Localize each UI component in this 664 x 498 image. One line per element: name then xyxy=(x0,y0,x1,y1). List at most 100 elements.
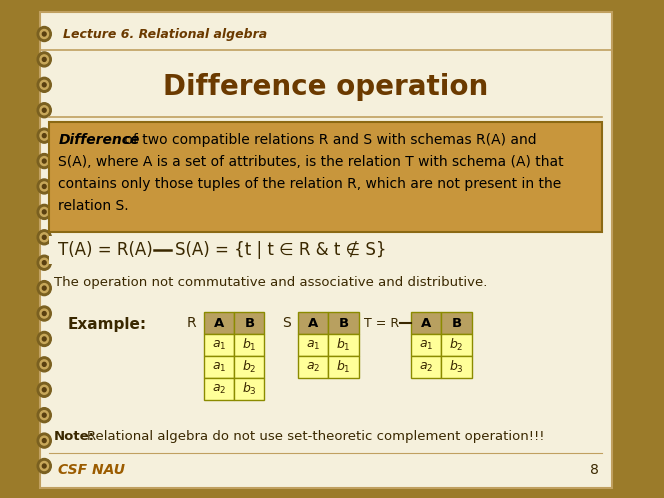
Circle shape xyxy=(42,439,46,443)
Circle shape xyxy=(42,83,46,87)
Text: S: S xyxy=(414,317,422,330)
Circle shape xyxy=(42,337,46,341)
Text: contains only those tuples of the relation R, which are not present in the: contains only those tuples of the relati… xyxy=(58,177,562,191)
Circle shape xyxy=(37,382,51,397)
Text: T = R: T = R xyxy=(365,317,399,330)
Bar xyxy=(411,334,442,356)
Text: A: A xyxy=(421,317,432,330)
Circle shape xyxy=(37,433,51,448)
Circle shape xyxy=(37,52,51,67)
Circle shape xyxy=(40,335,48,344)
Circle shape xyxy=(40,29,48,38)
Bar xyxy=(442,312,471,334)
Bar xyxy=(298,334,329,356)
Text: T(A) = R(A): T(A) = R(A) xyxy=(58,241,153,259)
Circle shape xyxy=(37,459,51,474)
Text: $a_1$: $a_1$ xyxy=(419,339,434,352)
Circle shape xyxy=(40,360,48,369)
Circle shape xyxy=(42,159,46,163)
Circle shape xyxy=(42,286,46,290)
Text: Difference: Difference xyxy=(58,133,139,147)
Text: $b_2$: $b_2$ xyxy=(449,337,463,353)
Circle shape xyxy=(42,261,46,265)
Circle shape xyxy=(37,128,51,143)
Text: $b_3$: $b_3$ xyxy=(242,381,257,397)
Text: S: S xyxy=(282,316,291,330)
Bar xyxy=(442,334,471,356)
Text: B: B xyxy=(244,317,254,330)
Circle shape xyxy=(37,77,51,92)
Bar xyxy=(329,312,359,334)
Text: B: B xyxy=(452,317,461,330)
Bar xyxy=(205,356,234,378)
Bar xyxy=(234,378,264,400)
Circle shape xyxy=(40,411,48,420)
Circle shape xyxy=(40,80,48,89)
Circle shape xyxy=(37,153,51,168)
Bar xyxy=(329,334,359,356)
Circle shape xyxy=(42,57,46,61)
Bar xyxy=(329,356,359,378)
Circle shape xyxy=(37,332,51,347)
Text: Lecture 6. Relational algebra: Lecture 6. Relational algebra xyxy=(63,27,267,40)
Circle shape xyxy=(37,280,51,296)
Bar xyxy=(234,356,264,378)
Circle shape xyxy=(37,255,51,270)
Text: Relational algebra do not use set-theoretic complement operation!!!: Relational algebra do not use set-theore… xyxy=(86,429,544,443)
Bar xyxy=(205,334,234,356)
Circle shape xyxy=(42,464,46,468)
Text: $b_1$: $b_1$ xyxy=(242,337,257,353)
Circle shape xyxy=(40,385,48,394)
Text: S(A) = {t | t ∈ R & t ∉ S}: S(A) = {t | t ∈ R & t ∉ S} xyxy=(175,241,386,259)
Bar xyxy=(234,312,264,334)
Text: $b_2$: $b_2$ xyxy=(242,359,257,375)
Text: $a_1$: $a_1$ xyxy=(306,339,321,352)
Circle shape xyxy=(40,131,48,140)
Text: $b_1$: $b_1$ xyxy=(336,359,351,375)
Circle shape xyxy=(40,436,48,445)
Text: CSF NAU: CSF NAU xyxy=(58,463,125,477)
Circle shape xyxy=(42,363,46,367)
Circle shape xyxy=(42,413,46,417)
Circle shape xyxy=(42,210,46,214)
Bar xyxy=(234,334,264,356)
Circle shape xyxy=(40,156,48,165)
Text: B: B xyxy=(339,317,349,330)
Bar xyxy=(411,356,442,378)
Circle shape xyxy=(42,32,46,36)
Text: Example:: Example: xyxy=(68,317,147,332)
Bar xyxy=(411,312,442,334)
Circle shape xyxy=(42,184,46,188)
Bar xyxy=(442,356,471,378)
Circle shape xyxy=(40,182,48,191)
Text: 8: 8 xyxy=(590,463,599,477)
Bar xyxy=(49,236,602,264)
Text: $a_2$: $a_2$ xyxy=(419,361,434,374)
Circle shape xyxy=(42,235,46,240)
Text: $b_3$: $b_3$ xyxy=(449,359,464,375)
Circle shape xyxy=(42,108,46,112)
Text: relation S.: relation S. xyxy=(58,199,129,213)
Text: $b_1$: $b_1$ xyxy=(336,337,351,353)
Text: $a_1$: $a_1$ xyxy=(212,361,226,374)
Circle shape xyxy=(40,284,48,293)
Circle shape xyxy=(40,106,48,115)
Bar xyxy=(49,122,602,232)
Bar xyxy=(298,356,329,378)
Text: $a_2$: $a_2$ xyxy=(306,361,321,374)
Circle shape xyxy=(42,133,46,137)
Bar xyxy=(205,312,234,334)
Bar xyxy=(205,378,234,400)
Text: $a_2$: $a_2$ xyxy=(212,382,226,395)
Bar xyxy=(298,312,329,334)
Text: Note:: Note: xyxy=(54,429,95,443)
Text: of two compatible relations R and S with schemas R(A) and: of two compatible relations R and S with… xyxy=(120,133,536,147)
Text: The operation not commutative and associative and distributive.: The operation not commutative and associ… xyxy=(54,275,487,288)
Circle shape xyxy=(40,258,48,267)
Circle shape xyxy=(37,204,51,220)
Text: R: R xyxy=(187,316,197,330)
Circle shape xyxy=(42,312,46,316)
Circle shape xyxy=(37,230,51,245)
Text: S(A), where A is a set of attributes, is the relation T with schema (A) that: S(A), where A is a set of attributes, is… xyxy=(58,155,564,169)
Circle shape xyxy=(40,55,48,64)
